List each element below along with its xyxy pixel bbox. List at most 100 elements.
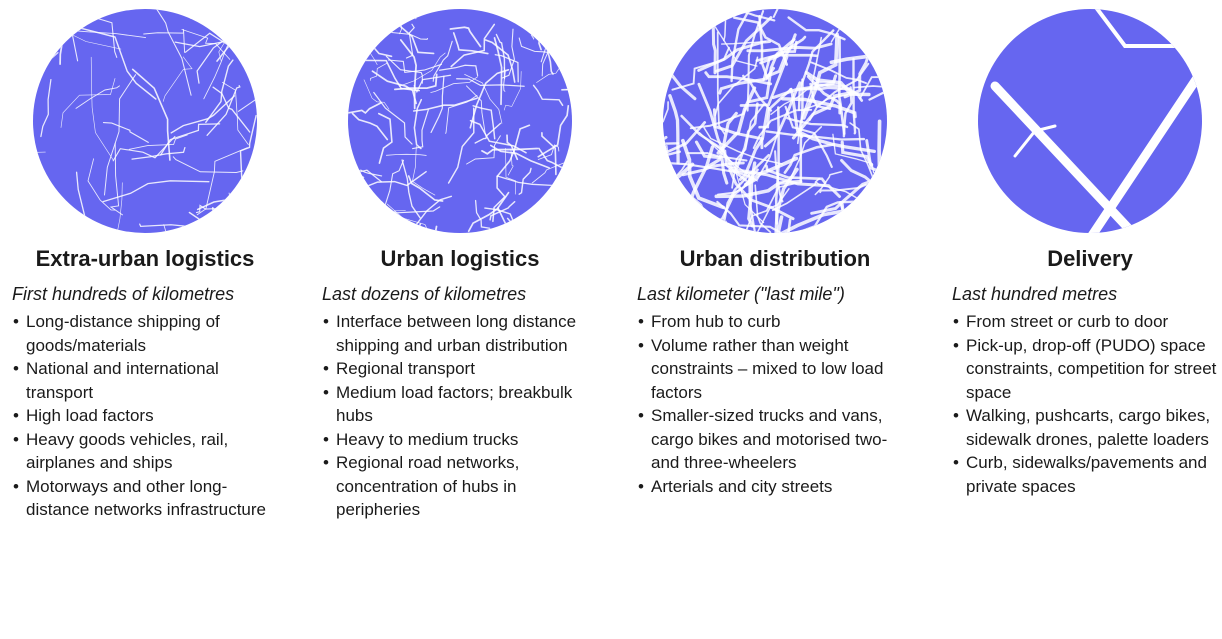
road [527,210,551,233]
road [507,148,514,176]
road [801,32,839,120]
road [407,175,444,202]
road [716,220,727,233]
road [154,9,192,96]
road [172,156,244,173]
road [720,40,767,45]
road [348,171,357,207]
road [474,199,491,229]
road [445,94,478,134]
bullet: Interface between long distance shipping… [323,310,591,357]
road [759,40,798,65]
bullet: From hub to curb [638,310,906,334]
road [469,119,527,154]
road [348,12,386,28]
bullet-list: From hub to curbVolume rather than weigh… [637,310,906,498]
road [481,147,539,155]
road [87,158,116,211]
road [501,28,515,79]
bullet: Long-distance shipping of goods/material… [13,310,281,357]
column-subtitle: Last kilometer ("last mile") [637,284,845,304]
bullet: Volume rather than weight constraints – … [638,334,906,405]
road [507,220,541,233]
road [170,95,236,134]
road [663,9,668,22]
road [690,203,711,233]
road [537,9,545,40]
road [774,106,780,225]
road [763,81,802,148]
road [695,214,726,233]
road [663,187,682,224]
road [450,23,496,68]
map-circle [978,9,1202,233]
road [671,46,730,91]
road [681,138,725,210]
bullet: From street or curb to door [953,310,1221,334]
road [412,146,436,196]
road [348,21,382,40]
road [840,202,887,233]
road [449,26,482,48]
road [399,52,446,87]
road [383,159,405,209]
road [819,9,887,11]
road [853,84,887,90]
road [810,61,868,85]
road [723,9,729,42]
road [664,9,749,14]
column-subtitle: First hundreds of kilometres [12,284,235,304]
road [814,170,843,196]
road [33,217,34,233]
road [783,143,836,174]
road [413,98,423,150]
road [755,53,819,62]
road [361,59,420,92]
road [430,75,445,134]
road [484,39,516,83]
road [709,140,755,181]
road [859,214,867,233]
road [360,170,427,190]
road [242,9,257,10]
road [396,223,422,233]
road [467,191,510,233]
road [687,9,706,21]
road [493,37,503,106]
road [750,208,850,233]
road [489,144,550,169]
road [377,112,393,164]
road [33,12,77,40]
road [571,200,572,209]
bullet: Regional transport [323,357,591,381]
road [716,86,757,155]
bullet: Pick-up, drop-off (PUDO) space constrain… [953,334,1221,405]
road [803,93,849,114]
road [703,127,784,165]
road [735,168,841,198]
road [704,111,738,170]
bullet: Arterials and city streets [638,475,906,499]
road [730,9,757,83]
road [754,184,780,233]
road [195,204,233,214]
bullet: Heavy goods vehicles, rail, airplanes an… [13,428,281,475]
road [503,67,506,92]
road [837,36,846,135]
road [466,135,501,165]
road [752,108,813,149]
road [842,86,853,138]
road [412,109,429,150]
road [222,81,249,145]
column-title: Urban logistics [380,246,540,271]
road [90,56,114,161]
road [748,38,796,104]
road [233,184,257,212]
road [227,9,257,45]
column-title: Urban distribution [679,246,871,271]
road [518,167,532,195]
road [663,142,680,150]
road [798,230,872,233]
road [784,105,833,168]
road [472,105,496,140]
